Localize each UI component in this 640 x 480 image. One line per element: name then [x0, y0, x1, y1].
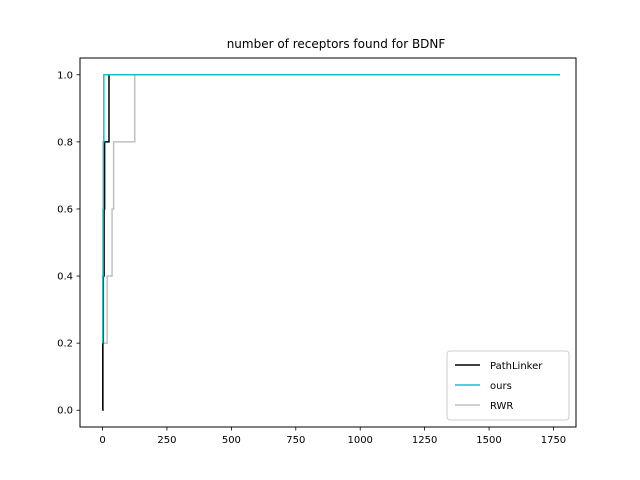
x-tick-label: 750 — [286, 435, 305, 446]
y-tick-label: 0.8 — [57, 137, 73, 148]
y-tick-label: 0.4 — [57, 272, 73, 283]
y-tick-label: 0.0 — [57, 406, 73, 417]
x-tick-label: 1000 — [347, 435, 372, 446]
x-tick-label: 1750 — [541, 435, 566, 446]
x-tick-label: 0 — [99, 435, 105, 446]
legend-label-rwr: RWR — [490, 401, 513, 412]
series-line-ours — [102, 74, 560, 344]
ticks-layer: 0 250 500 750 1000 1250 1500 1750 0.0 0.2 0.4 0.6 0.… — [57, 70, 566, 446]
y-tick-label: 0.6 — [57, 204, 73, 215]
y-tick-label: 0.2 — [57, 339, 73, 350]
x-tick-label: 250 — [157, 435, 176, 446]
x-tick-label: 1250 — [412, 435, 437, 446]
x-tick-label: 500 — [222, 435, 241, 446]
series-line-pathlinker — [102, 74, 560, 411]
x-tick-label: 1500 — [476, 435, 501, 446]
y-tick-label: 1.0 — [57, 70, 73, 81]
legend-label-pathlinker: PathLinker — [490, 361, 543, 372]
plot-frame — [79, 57, 577, 428]
series-layer — [102, 74, 560, 411]
legend: PathLinker ours RWR — [446, 350, 570, 421]
chart-title: number of receptors found for BDNF — [227, 37, 446, 51]
legend-box — [446, 350, 570, 421]
legend-label-ours: ours — [490, 381, 512, 392]
